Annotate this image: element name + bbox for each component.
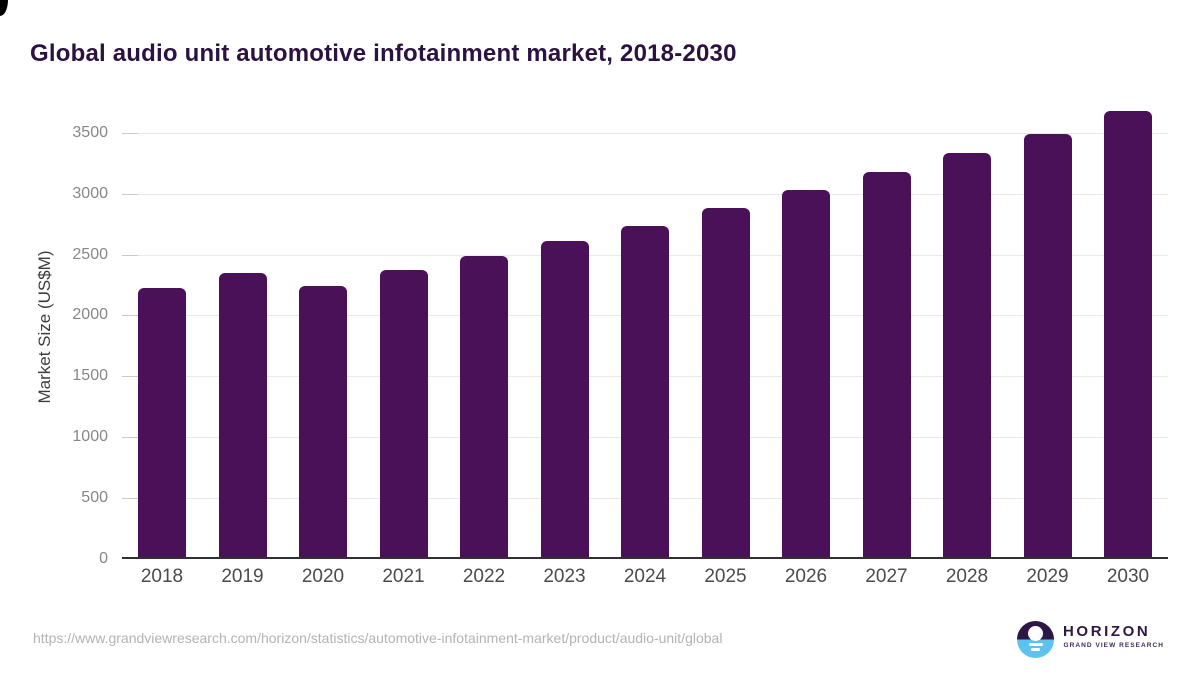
bar-2029[interactable] [1023,133,1072,559]
tick-mark [122,376,138,378]
horizon-reflection-line [1031,648,1040,651]
tick-mark [122,254,138,256]
bar-2020[interactable] [299,286,347,559]
x-tick-label: 2030 [1106,566,1150,587]
x-tick-label: 2024 [623,566,667,587]
horizon-logo-icon [1017,621,1054,658]
y-tick-label: 3000 [72,184,108,202]
horizon-reflection-line [1028,643,1043,646]
gridline [138,132,1168,134]
bar-2018[interactable] [138,287,186,559]
x-tick-label: 2020 [301,566,345,587]
x-tick-label: 2021 [382,566,425,587]
y-tick-label: 1500 [72,367,108,385]
bar-2024[interactable] [621,226,669,559]
tick-mark [122,437,138,439]
x-tick-label: 2018 [140,566,184,587]
horizon-logo-text: HORIZON [1063,623,1151,640]
tick-mark [122,498,138,500]
x-tick-label: 2028 [945,566,989,587]
page-title: Global audio unit automotive infotainmen… [30,40,737,68]
bar-2028[interactable] [943,152,991,559]
x-tick-label: 2019 [221,566,264,587]
gridline [138,193,1168,195]
y-tick-label: 2500 [72,245,108,263]
source-url: https://www.grandviewresearch.com/horizo… [33,630,723,646]
x-tick-label: 2022 [462,566,506,587]
x-axis-line [122,557,1168,559]
bar-2021[interactable] [379,269,428,559]
bar-2027[interactable] [862,172,911,559]
bar-2023[interactable] [540,241,589,559]
tick-mark [122,132,138,134]
bar-2025[interactable] [701,208,750,559]
tick-mark [122,193,138,195]
bar-2026[interactable] [782,189,830,559]
x-tick-label: 2025 [704,566,747,587]
bar-2030[interactable] [1104,111,1152,559]
sun-icon [1028,626,1043,641]
y-tick-label: 3500 [72,123,108,141]
bar-2022[interactable] [460,255,508,559]
y-tick-label: 2000 [72,306,108,324]
horizon-logo[interactable]: HORIZON GRAND VIEW RESEARCH [1017,621,1177,661]
x-tick-label: 2023 [543,566,586,587]
y-tick-label: 500 [81,489,108,507]
tick-mark [122,315,138,317]
y-tick-label: 0 [99,550,108,567]
x-tick-label: 2029 [1026,566,1069,587]
bar-2019[interactable] [218,272,267,559]
x-tick-label: 2027 [865,566,908,587]
corner-artifact [0,0,8,16]
x-tick-label: 2026 [784,566,828,587]
y-tick-label: 1000 [72,428,108,446]
horizon-logo-subtext: GRAND VIEW RESEARCH [1063,642,1164,649]
